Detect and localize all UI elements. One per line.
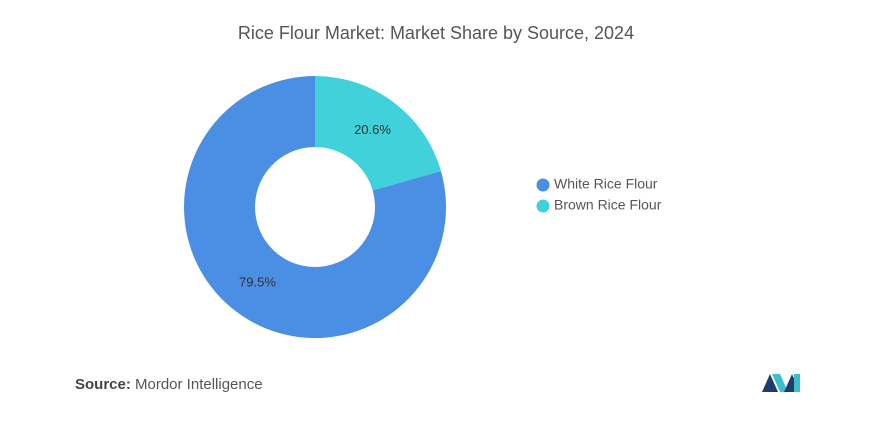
legend-label: Brown Rice Flour [554,197,662,213]
legend-label: White Rice Flour [554,176,658,192]
logo [762,374,800,392]
source-label: Source: [75,376,131,393]
legend-swatch [536,199,550,213]
slice [184,76,447,338]
source: Mordor Intelligence [135,376,263,393]
legend-swatch [536,178,550,192]
slice [315,76,441,191]
chart-title: Rice Flour Market: Market Share by Sourc… [238,23,634,43]
data-label: 20.6% [354,122,391,137]
data-label: 79.5% [239,275,276,290]
